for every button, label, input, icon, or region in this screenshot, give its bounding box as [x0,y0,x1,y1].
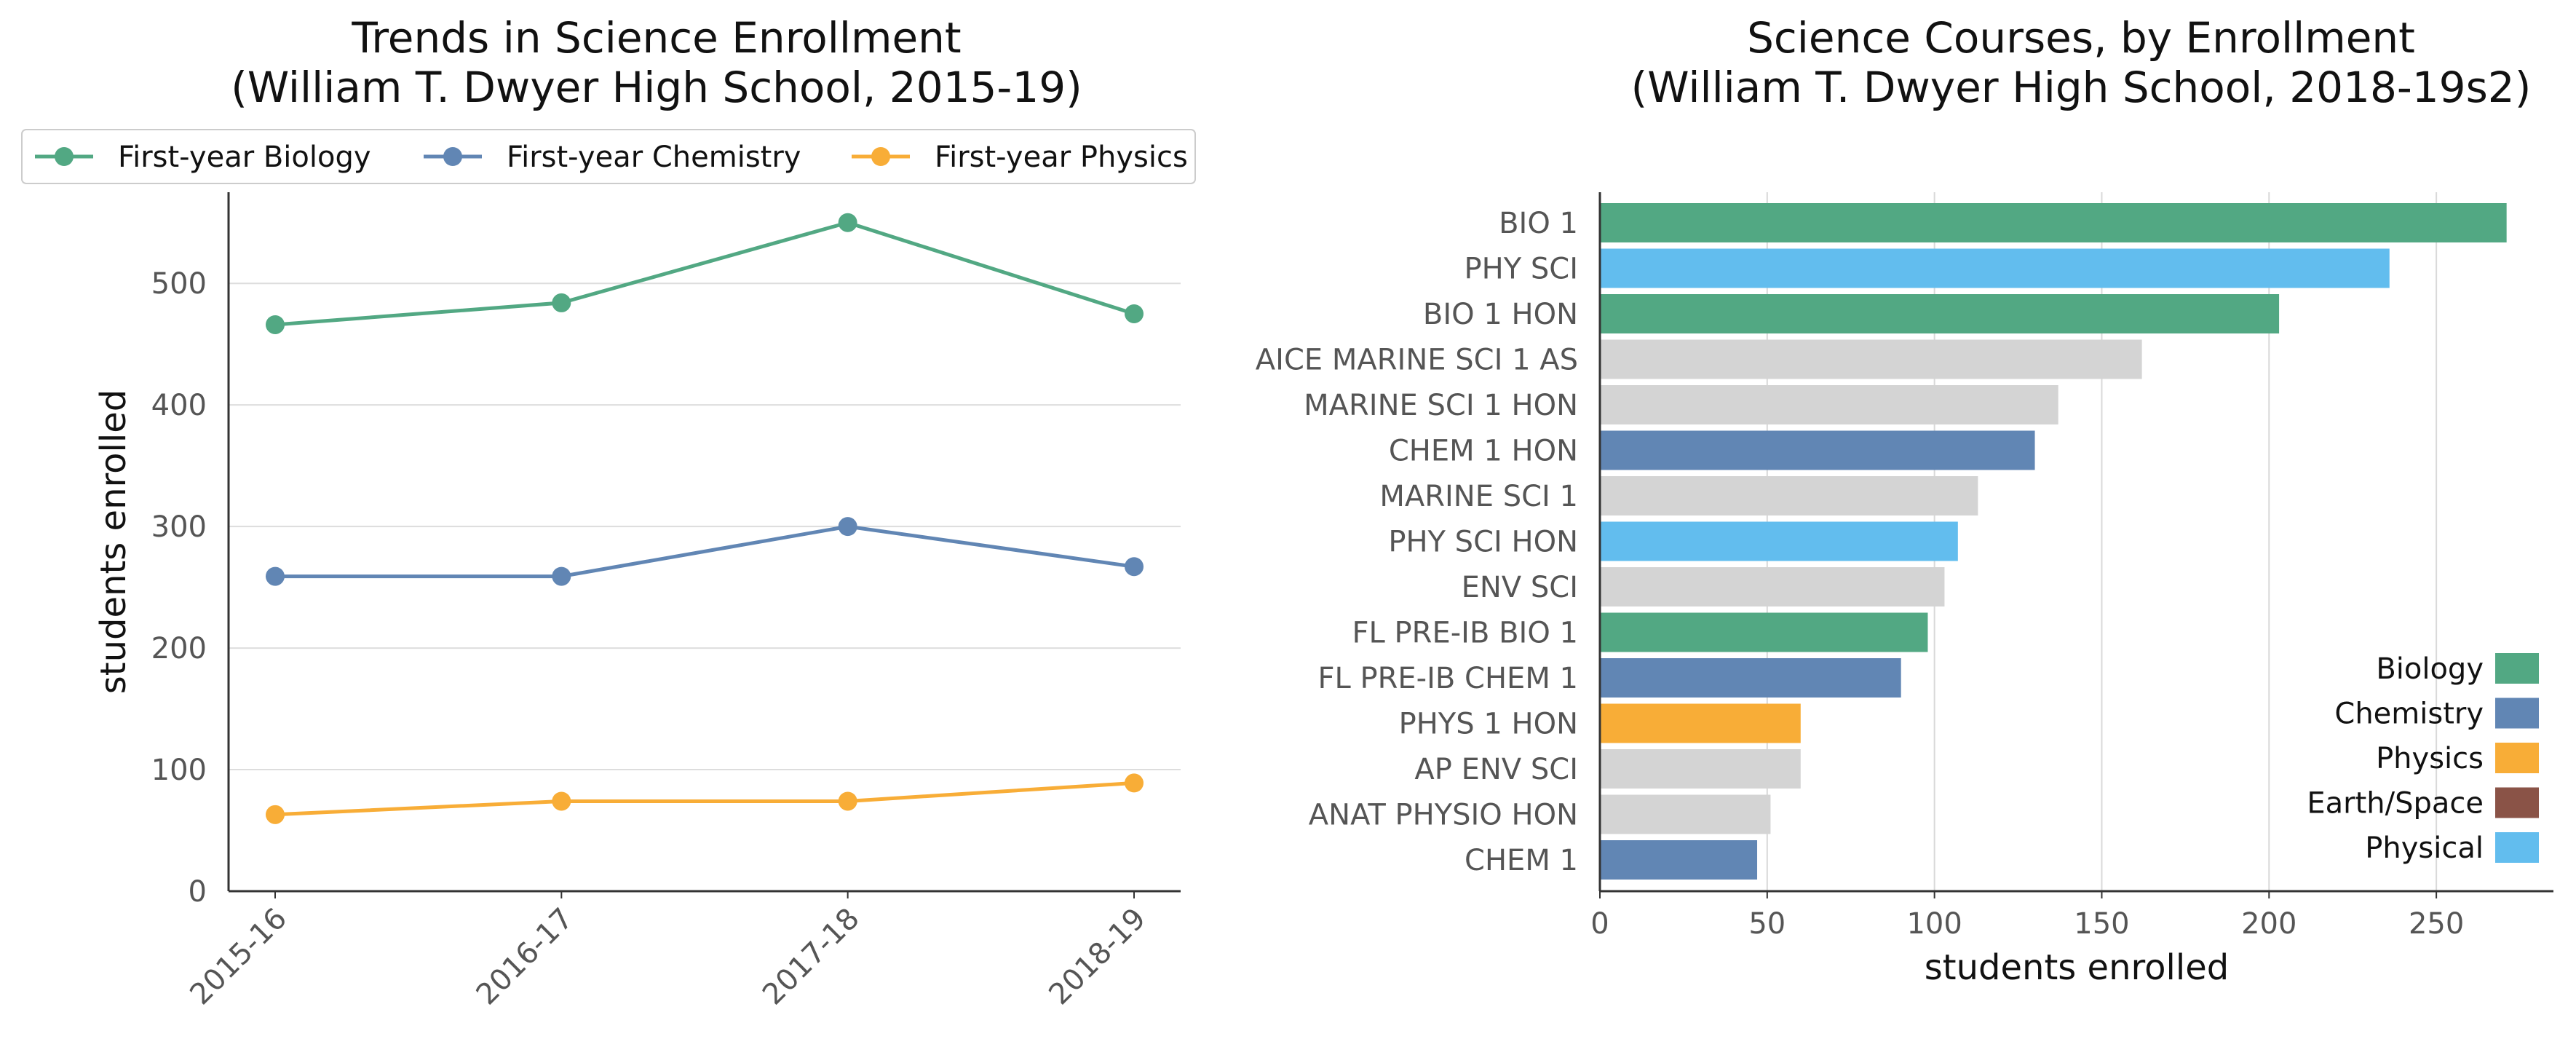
bar [1600,658,1901,698]
line-chart-legend: First-year Biology First-year Chemistry … [21,129,1196,184]
legend-swatch [2495,787,2539,818]
legend-label-chemistry: First-year Chemistry [507,141,801,174]
x-tick-label: 2016-17 [470,902,580,1012]
bar-chart-x-ticks: 0 50 100 150 200 250 [1590,891,2464,941]
category-label: FL PRE-IB BIO 1 [1352,617,1578,650]
series-line [274,221,1135,327]
bar [1600,521,1958,561]
y-tick-label: 200 [151,632,207,665]
series-line [274,781,1135,817]
y-tick-label: 100 [151,754,207,787]
legend-label-biology: First-year Biology [118,141,371,174]
legend-label-physics: First-year Physics [935,141,1188,174]
legend-swatch [2495,743,2539,773]
y-tick-label: 300 [151,510,207,544]
legend-marker-chemistry [443,147,462,166]
bar-chart: Science Courses, by Enrollment (William … [1256,13,2553,988]
category-label: ENV SCI [1462,571,1578,604]
bar-chart-x-axis-label: students enrolled [1925,947,2229,988]
category-label: FL PRE-IB CHEM 1 [1317,662,1578,695]
bar-chart-category-labels: BIO 1 PHY SCI BIO 1 HON AICE MARINE SCI 1 A… [1256,207,1578,877]
category-label: MARINE SCI 1 [1379,480,1578,513]
legend-label: Physics [2376,742,2484,775]
line-chart-series [266,213,1144,824]
x-tick-label: 150 [2074,907,2129,941]
x-tick-label: 2015-16 [183,902,293,1012]
x-tick-label: 2018-19 [1042,902,1152,1012]
category-label: CHEM 1 [1465,844,1578,877]
data-point [266,566,285,586]
category-label: PHY SCI [1465,253,1578,286]
legend-label: Chemistry [2334,698,2484,731]
data-point [838,517,857,537]
category-label: PHYS 1 HON [1399,708,1578,741]
data-point [1125,773,1144,793]
line-chart-y-axis-label: students enrolled [93,390,134,694]
legend-marker-physics [871,147,890,166]
line-chart-y-ticks: 0 100 200 300 400 500 [151,267,207,909]
legend-swatch [2495,698,2539,729]
category-label: PHY SCI HON [1388,526,1578,559]
bar [1600,430,2035,470]
data-point [552,791,571,811]
legend-label: Physical [2365,831,2484,865]
legend-label: Biology [2376,652,2484,686]
category-label: BIO 1 [1499,207,1578,240]
line-chart-grid [229,282,1181,771]
line-chart-title-line2: (William T. Dwyer High School, 2015-19) [231,63,1082,112]
x-tick-label: 100 [1906,907,1962,941]
series-line [275,524,1135,579]
x-tick-label: 250 [2409,907,2464,941]
bar [1600,248,2390,288]
category-label: CHEM 1 HON [1389,435,1578,468]
x-tick-label: 2017-18 [756,902,866,1012]
legend-label: Earth/Space [2307,787,2484,821]
data-point [838,791,857,811]
legend-swatch [2495,832,2539,863]
bar [1600,385,2058,424]
bar [1600,703,1801,743]
bar [1600,794,1771,834]
bar [1600,203,2507,242]
y-tick-label: 400 [151,389,207,422]
data-point [1125,557,1144,577]
data-point [1125,304,1144,323]
y-tick-label: 0 [189,875,207,909]
line-chart: Trends in Science Enrollment (William T.… [21,13,1196,1011]
x-tick-label: 200 [2241,907,2296,941]
legend-marker-biology [55,147,74,166]
category-label: ANAT PHYSIO HON [1309,799,1578,832]
data-point [838,213,857,232]
data-point [266,805,285,824]
bar-chart-bars [1600,203,2507,880]
bar-chart-title-line1: Science Courses, by Enrollment [1747,13,2415,63]
bar [1600,749,1801,789]
data-point [266,315,285,334]
bar [1600,476,1978,515]
data-point [552,293,571,312]
category-label: BIO 1 HON [1423,298,1578,331]
category-label: AP ENV SCI [1414,753,1578,786]
x-tick-label: 0 [1590,907,1609,941]
legend-frame [21,129,1196,184]
bar [1600,612,1928,652]
y-tick-label: 500 [151,267,207,301]
bar-chart-legend: Biology Chemistry Physics Earth/Space Physic… [2307,652,2539,865]
line-chart-title-line1: Trends in Science Enrollment [351,13,961,63]
x-tick-label: 50 [1748,907,1786,941]
bar [1600,840,1758,880]
category-label: MARINE SCI 1 HON [1304,389,1578,422]
legend-swatch [2495,653,2539,684]
bar [1600,339,2142,379]
bar [1600,567,1945,606]
line-chart-x-ticks: 2015-16 2016-17 2017-18 2018-19 [183,891,1152,1011]
bar-chart-title-line2: (William T. Dwyer High School, 2018-19s2… [1631,63,2532,112]
data-point [552,566,571,586]
category-label: AICE MARINE SCI 1 AS [1256,344,1578,377]
bar [1600,294,2280,333]
